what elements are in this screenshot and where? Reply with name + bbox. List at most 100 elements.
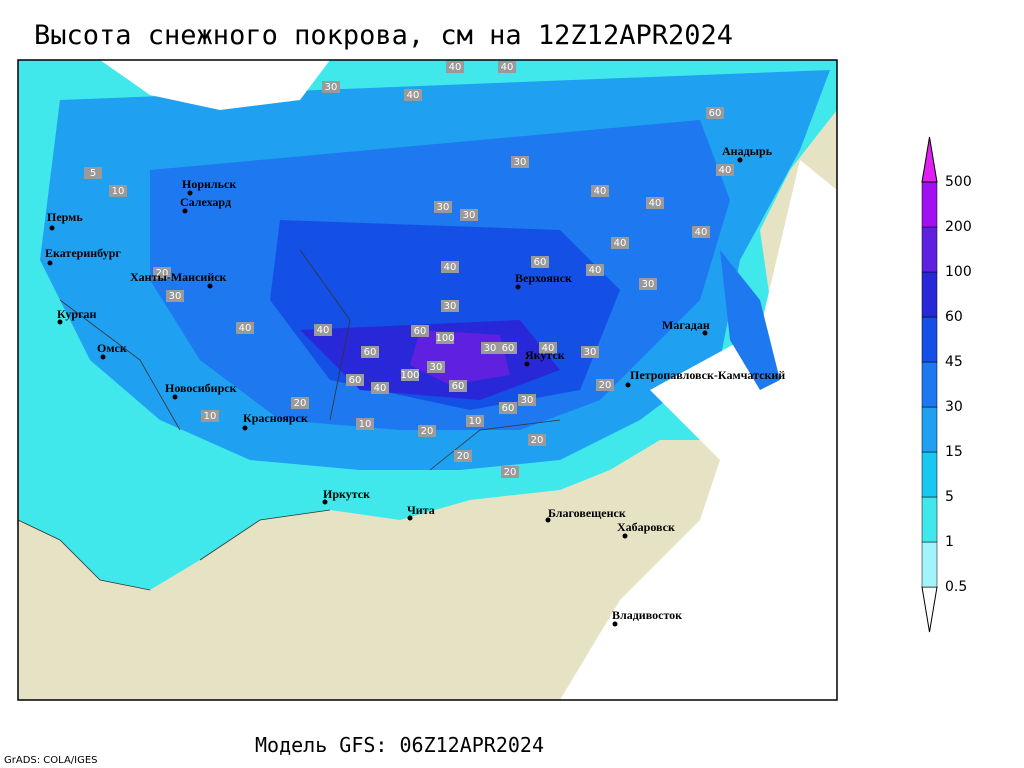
legend-box [921,271,938,318]
legend-tick-label: 0.5 [945,579,967,595]
contour-label: 60 [709,108,722,119]
contour-label-box [346,374,364,386]
contour-label: 40 [594,186,607,197]
city-label: Владивосток [612,608,682,622]
contour-label-box [706,107,724,119]
contour-label-box [322,81,340,93]
contour-label-box [411,325,429,337]
city-dot [524,361,530,367]
credit: GrADS: COLA/IGES [4,755,98,766]
contour-label: 20 [457,451,470,462]
city-dot [47,260,53,266]
contour-label: 20 [531,435,544,446]
contour-label-box [436,332,454,344]
contour-label-box [466,415,484,427]
contour-label-box [166,290,184,302]
city-dot [182,208,188,214]
city-label: Якутск [525,348,565,362]
contour-label-box [528,434,546,446]
city-dot [407,515,413,521]
contour-label: 30 [430,362,443,373]
contour-label-box [401,369,419,381]
contour-label-box [84,167,102,179]
contour-label: 60 [364,347,377,358]
model-label: Модель GFS: 06Z12APR2024 [255,733,544,757]
contour-label-box [404,89,422,101]
contour-label-box [499,342,517,354]
contour-label: 30 [521,395,534,406]
contour-label: 40 [589,265,602,276]
contour-label-box [361,346,379,358]
border [17,249,561,591]
contour-label: 40 [501,62,514,73]
contour-label-box [418,425,436,437]
city-label: Чита [407,503,435,517]
contour-label: 60 [502,343,515,354]
city-label: Ханты-Мансийск [130,270,227,284]
city-dot [207,283,213,289]
city-dot [100,354,106,360]
contour-label: 10 [359,419,372,430]
city-label: Норильск [182,177,236,191]
contour-label: 30 [642,279,655,290]
city-label: Пермь [47,210,83,224]
city-dot [612,621,618,627]
contour-label-box [531,256,549,268]
legend-tick-label: 45 [945,354,963,370]
contour-label: 40 [374,383,387,394]
contour-label: 20 [599,380,612,391]
contour-label-box [498,61,516,73]
contour-label-box [611,237,629,249]
contour-label: 40 [649,198,662,209]
snow-area [720,250,780,390]
contour-label-box [596,379,614,391]
city-label: Иркутск [323,487,370,501]
contour-label-box [591,185,609,197]
contour-label: 30 [437,202,450,213]
contour-label: 40 [407,90,420,101]
city-label: Верхоянск [515,271,572,285]
contour-label-box [441,261,459,273]
contour-label-box [291,397,309,409]
contour-label: 30 [463,210,476,221]
legend-box [921,181,938,228]
map-frame [17,59,838,701]
contour-label: 10 [469,416,482,427]
legend-box [921,226,938,273]
contour-label: 60 [414,326,427,337]
city-label: Омск [97,341,127,355]
city-label: Благовещенск [548,506,626,520]
contour-label-box [460,209,478,221]
contour-label: 20 [421,426,434,437]
contour-label: 40 [614,238,627,249]
legend-box [921,496,938,543]
city-label: Хабаровск [617,520,675,534]
contour-label-box [581,346,599,358]
contour-label: 100 [435,333,454,344]
ocean [100,60,330,110]
legend-triangle-high [921,136,938,183]
contour-label: 30 [584,347,597,358]
legend-tick-label: 15 [945,444,963,460]
legend-tick-label: 100 [945,264,972,280]
legend-tick-label: 1 [945,534,954,550]
contour-label-box [716,164,734,176]
contour-label-box [427,361,445,373]
contour-label: 60 [534,257,547,268]
legend-tick-label: 30 [945,399,963,415]
city-label: Курган [57,307,97,321]
legend-tick-label: 60 [945,309,963,325]
legend-box [921,361,938,408]
contour-label: 10 [204,411,217,422]
contour-label: 30 [169,291,182,302]
contour-label: 40 [449,62,462,73]
contour-label-box [201,410,219,422]
city-label: Екатеринбург [45,246,121,260]
contour-label-box [539,342,557,354]
contour-label: 60 [502,403,515,414]
city-dot [172,394,178,400]
legend-box [921,406,938,453]
contour-label: 40 [317,325,330,336]
